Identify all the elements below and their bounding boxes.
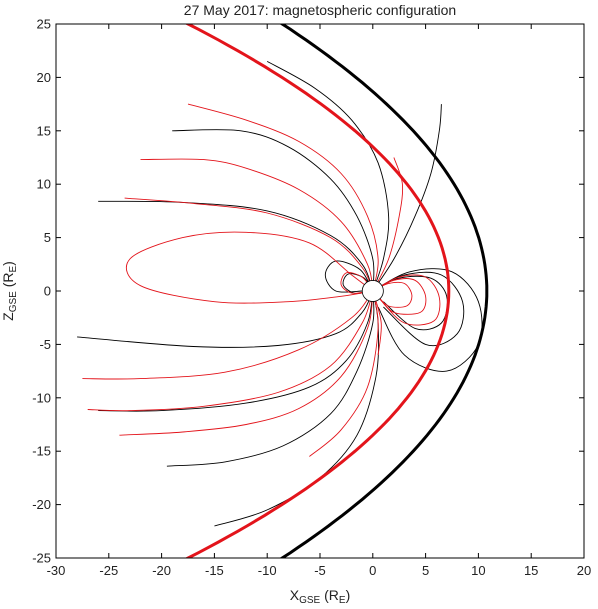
x-tick-label: -10 [258,563,277,578]
field-line-red-27 [340,272,374,294]
x-tick-label: -15 [205,563,224,578]
chart-title: 27 May 2017: magnetospheric configuratio… [184,2,456,18]
y-tick-label: 20 [37,70,51,85]
y-axis-label-unit-close: ) [0,261,16,266]
field-line-black-2 [266,61,390,292]
y-axis-label: ZGSE (RE) [0,261,19,321]
x-tick-label: 5 [422,563,429,578]
field-line-red-21 [119,290,374,436]
x-axis-label-unit-sub: E [339,595,346,606]
field-line-red-20 [87,290,374,412]
y-tick-label: 25 [37,17,51,32]
y-tick-label: 0 [44,284,51,299]
x-tick-label: -20 [152,563,171,578]
field-line-red-22 [309,290,379,457]
field-line-black-9 [324,260,374,293]
x-axis-label-sub: GSE [299,595,320,606]
field-line-red-16 [140,158,374,292]
x-tick-label: -5 [314,563,326,578]
magnetopause-boundary [184,24,451,558]
field-line-red-26 [372,274,441,326]
field-line-black-6 [98,290,374,412]
y-tick-label: -5 [39,337,51,352]
field-line-red-18 [126,231,374,304]
x-axis-label-unit-close: ) [346,587,351,603]
field-line-red-25 [372,281,413,308]
field-line-red-15 [187,103,379,292]
plot-area [77,24,489,558]
field-line-black-12 [372,271,465,347]
y-axis-label-unit-open: (R [0,272,16,291]
bow-shock-boundary [279,24,489,558]
x-tick-label: 10 [471,563,485,578]
field-line-black-8 [214,290,380,527]
y-tick-label: 5 [44,230,51,245]
y-tick-label: -10 [32,390,51,405]
y-axis-label-unit-sub: E [8,265,19,272]
x-tick-label: -30 [47,563,66,578]
y-tick-label: 15 [37,123,51,138]
field-line-red-24 [372,278,427,315]
field-line-black-3 [172,129,375,292]
x-axis-label: XGSE (RE) [290,587,350,606]
earth-circle [361,280,384,302]
field-line-black-11 [372,275,448,331]
x-tick-label: 15 [524,563,538,578]
x-axis-label-main: X [290,587,300,603]
field-line-black-13 [372,268,483,372]
x-tick-label: 0 [369,563,376,578]
y-tick-label: 10 [37,177,51,192]
y-axis-label-main: Z [0,312,16,321]
field-line-black-1 [372,104,442,292]
y-axis-label-sub: GSE [8,291,19,312]
x-tick-label: 20 [577,563,591,578]
x-axis-ticks: -30 -25 -20 -15 -10 -5 0 5 10 15 20 [47,24,591,578]
field-line-black-7 [166,290,375,467]
x-tick-label: -25 [99,563,118,578]
field-line-black-5 [77,290,374,348]
y-tick-label: -20 [32,497,51,512]
y-axis-ticks: -25 -20 -15 -10 -5 0 5 10 15 20 25 [32,17,584,566]
y-tick-label: -15 [32,444,51,459]
x-axis-label-unit-open: (R [320,587,339,603]
y-tick-label: -25 [32,551,51,566]
field-line-red-17 [124,197,374,292]
field-line-black-4 [98,200,374,292]
field-line-red-19 [82,290,374,380]
